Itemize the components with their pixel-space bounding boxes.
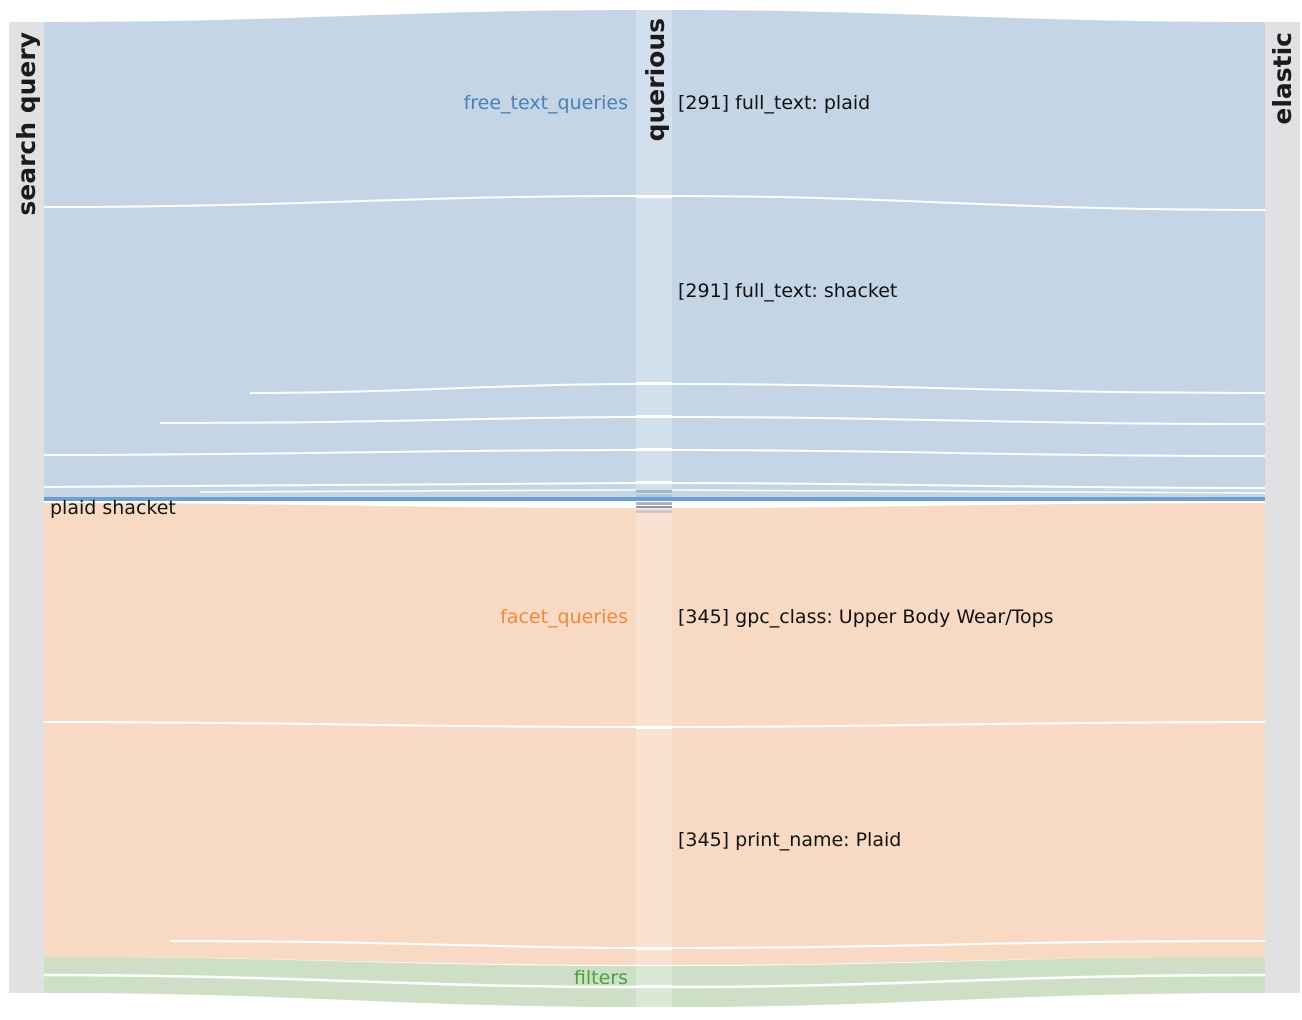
facet-middle-bar [636,508,672,965]
free-text-band-right [672,10,1265,500]
free-text-middle-bar [636,10,672,500]
elastic-title: elastic [1268,32,1297,125]
term-gpc-class: [345] gpc_class: Upper Body Wear/Tops [678,606,1054,628]
search-query-value: plaid shacket [50,497,176,519]
elastic-node-bar [1265,22,1300,993]
free-text-band-left [44,10,636,500]
free-text-queries-label: free_text_queries [464,92,628,114]
filters-label: filters [574,967,628,989]
middle-bar-dividers [636,195,672,988]
querious-title: querious [641,18,670,141]
filters-band-right [672,957,1265,1007]
facet-band-left [44,503,636,965]
free-text-flow [44,10,1265,500]
search-query-node-bar [9,22,44,993]
facet-flow [44,503,1265,965]
filters-band-left [44,957,636,1007]
term-full-text-shacket: [291] full_text: shacket [678,280,897,302]
flow-separators [43,195,1266,989]
facet-queries-label: facet_queries [500,606,628,628]
term-print-name: [345] print_name: Plaid [678,829,901,851]
facet-band-right [672,503,1265,965]
search-query-title: search query [12,32,41,216]
term-full-text-plaid: [291] full_text: plaid [678,92,870,114]
query-separator [44,497,1265,501]
